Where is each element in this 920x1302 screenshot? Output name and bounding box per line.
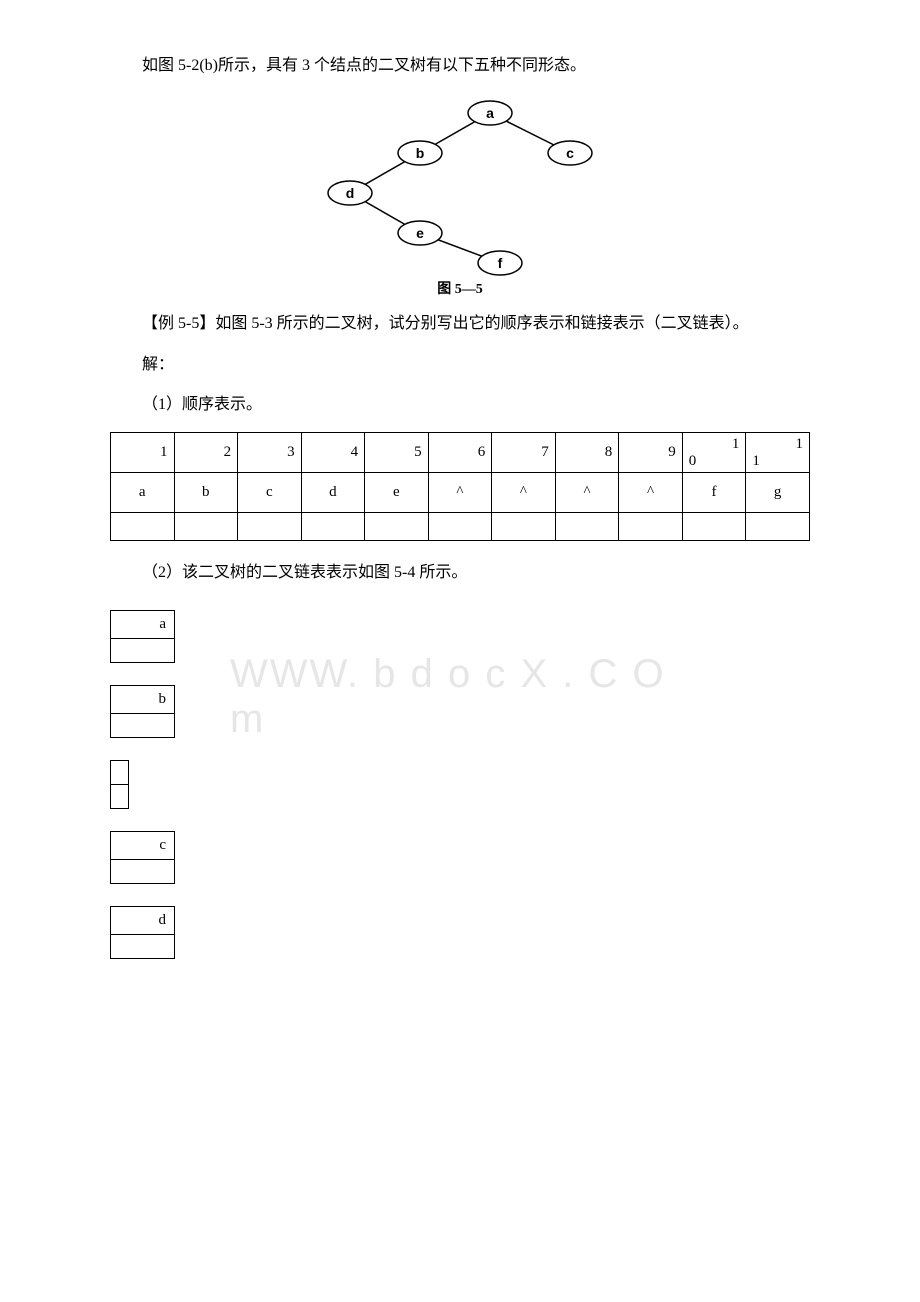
svg-text:e: e [416, 225, 424, 241]
link-node-ptr [111, 713, 175, 737]
table-blank-cell [174, 513, 238, 541]
table-header-cell: 7 [492, 433, 556, 473]
table-header-cell: 11 [746, 433, 810, 473]
tree-diagram: a b c d e f 图 5—5 [110, 93, 810, 298]
table-header-cell: 10 [682, 433, 746, 473]
example-label: 【例 5-5】如图 5-3 所示的二叉树，试分别写出它的顺序表示和链接表示（二叉… [110, 310, 810, 339]
link-node-ptr [111, 638, 175, 662]
link-node-box [110, 760, 810, 809]
table-value-cell: g [746, 473, 810, 513]
link-node-label: a [111, 610, 175, 638]
link-node-box: c [110, 831, 810, 884]
table-blank-cell [428, 513, 492, 541]
svg-text:图 5—5: 图 5—5 [437, 281, 483, 297]
table-value-cell: ^ [492, 473, 556, 513]
table-value-cell: d [301, 473, 365, 513]
link-node-label: c [111, 831, 175, 859]
link-node-ptr [111, 859, 175, 883]
link-node-box: b [110, 685, 810, 738]
table-value-cell: b [174, 473, 238, 513]
svg-text:a: a [486, 105, 494, 121]
table-value-cell: ^ [555, 473, 619, 513]
link-node-ptr [111, 934, 175, 958]
sequential-table: 1234567891011 abcde^^^^fg [110, 432, 810, 541]
link-node-box: a [110, 610, 810, 663]
link-node-label [111, 760, 129, 784]
table-blank-cell [682, 513, 746, 541]
svg-text:c: c [566, 145, 574, 161]
table-value-cell: ^ [428, 473, 492, 513]
part2-label: （2）该二叉树的二叉链表表示如图 5-4 所示。 [110, 559, 810, 588]
table-value-cell: f [682, 473, 746, 513]
link-node-label: d [111, 906, 175, 934]
svg-text:f: f [498, 255, 503, 271]
table-blank-cell [746, 513, 810, 541]
tree-svg: a b c d e f 图 5—5 [290, 93, 630, 298]
table-blank-cell [619, 513, 683, 541]
table-header-cell: 8 [555, 433, 619, 473]
link-node-ptr [111, 784, 129, 808]
table-value-cell: ^ [619, 473, 683, 513]
link-node-box: d [110, 906, 810, 959]
table-header-cell: 5 [365, 433, 429, 473]
svg-text:d: d [346, 185, 355, 201]
table-value-cell: c [238, 473, 302, 513]
table-blank-cell [365, 513, 429, 541]
solution-label: 解： [110, 351, 810, 380]
table-blank-cell [492, 513, 556, 541]
table-blank-cell [111, 513, 175, 541]
linked-list-boxes: a b c d [0, 610, 920, 959]
table-value-cell: e [365, 473, 429, 513]
table-blank-cell [301, 513, 365, 541]
table-header-cell: 1 [111, 433, 175, 473]
table-header-cell: 3 [238, 433, 302, 473]
part1-label: （1）顺序表示。 [110, 391, 810, 420]
paragraph-intro: 如图 5-2(b)所示，具有 3 个结点的二叉树有以下五种不同形态。 [110, 52, 810, 81]
link-node-label: b [111, 685, 175, 713]
table-header-cell: 9 [619, 433, 683, 473]
table-header-cell: 2 [174, 433, 238, 473]
table-blank-cell [555, 513, 619, 541]
table-blank-cell [238, 513, 302, 541]
table-value-cell: a [111, 473, 175, 513]
table-header-cell: 6 [428, 433, 492, 473]
svg-text:b: b [416, 145, 425, 161]
table-header-cell: 4 [301, 433, 365, 473]
